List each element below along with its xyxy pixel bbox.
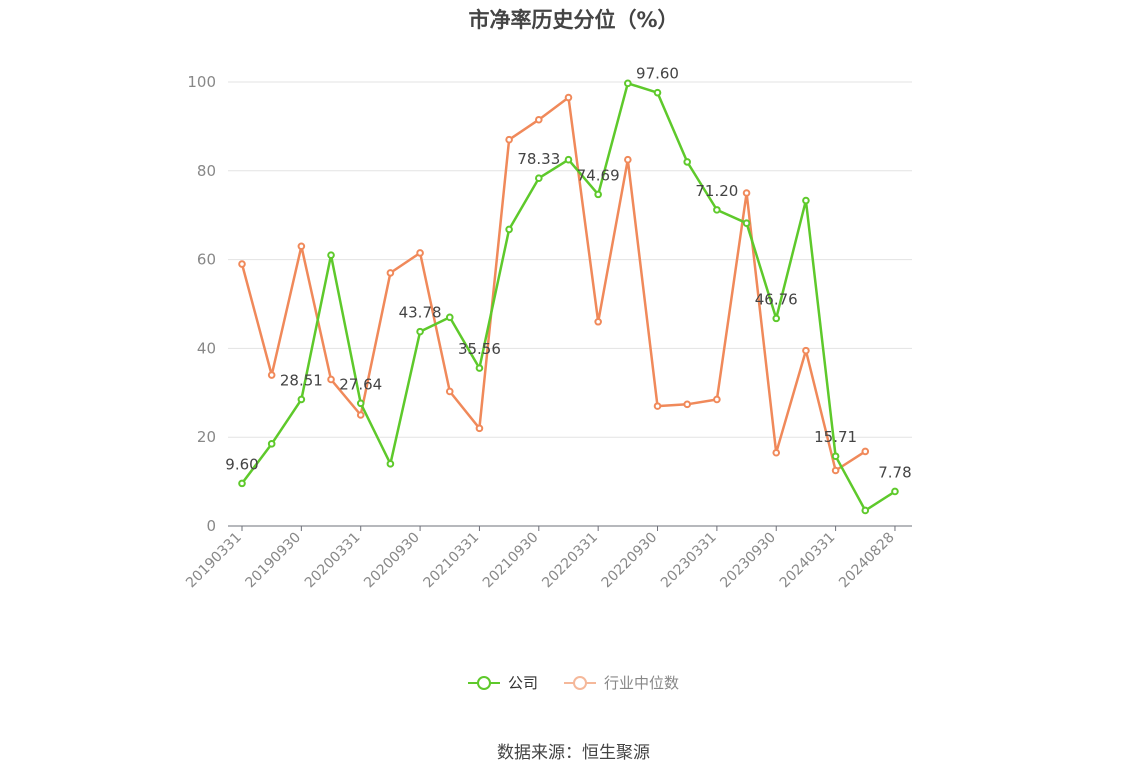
- source-note: 数据来源：恒生聚源: [497, 743, 650, 763]
- data-point-industry-median: [297, 242, 306, 251]
- data-point-industry-median: [238, 260, 246, 268]
- data-point-industry-median: [831, 466, 840, 475]
- legend-swatch-company: [467, 675, 500, 691]
- data-point-company: [802, 196, 810, 205]
- legend-item-company[interactable]: 公司: [467, 672, 538, 693]
- data-point-industry-median: [505, 135, 513, 144]
- y-tick-label: 40: [197, 339, 216, 357]
- data-point-industry-median: [445, 387, 454, 396]
- x-tick-label: 20240828: [836, 530, 898, 592]
- data-point-company: [861, 506, 870, 515]
- data-point-industry-median: [386, 269, 395, 277]
- data-label-company: 7.78: [878, 463, 911, 481]
- y-tick-label: 20: [197, 428, 216, 446]
- data-point-industry-median: [327, 375, 335, 384]
- x-tick-label: 20200331: [302, 530, 364, 592]
- data-point-company: [772, 314, 781, 323]
- legend-label-industry-median: 行业中位数: [604, 674, 680, 692]
- data-label-company: 71.20: [695, 182, 738, 200]
- data-point-industry-median: [594, 317, 602, 326]
- data-point-industry-median: [267, 371, 276, 379]
- y-tick-label: 60: [197, 251, 216, 269]
- data-point-company: [505, 225, 513, 234]
- data-point-company: [267, 440, 276, 448]
- x-tick-label: 20190930: [242, 530, 304, 592]
- data-point-company: [238, 479, 246, 488]
- legend-label-company: 公司: [507, 674, 538, 692]
- data-point-industry-median: [683, 400, 692, 409]
- data-label-company: 15.71: [814, 428, 857, 446]
- data-point-company: [831, 452, 840, 461]
- x-tick-label: 20210331: [421, 530, 483, 592]
- y-tick-label: 80: [197, 162, 216, 180]
- data-point-industry-median: [564, 93, 573, 102]
- data-point-industry-median: [653, 402, 662, 410]
- data-point-company: [356, 399, 365, 408]
- data-label-company: 27.64: [339, 375, 382, 393]
- data-label-company: 46.76: [755, 290, 798, 308]
- data-point-company: [297, 395, 306, 404]
- data-label-company: 9.60: [225, 455, 258, 473]
- data-label-company: 43.78: [399, 304, 442, 322]
- data-point-industry-median: [475, 424, 484, 433]
- data-point-company: [327, 251, 335, 259]
- legend-swatch-industry-median: [564, 675, 596, 691]
- chart-title: 市净率历史分位（%）: [468, 8, 679, 32]
- data-label-company: 74.69: [577, 166, 620, 184]
- data-point-industry-median: [624, 155, 632, 164]
- series-points: [238, 79, 899, 515]
- data-labels: 9.60 28.51 27.64 43.78 35.56 78.33 74.69 97.60 7…: [225, 65, 911, 482]
- x-tick-label: 20240331: [777, 530, 839, 592]
- x-tick-label: 20200930: [361, 530, 423, 592]
- data-point-company: [416, 327, 424, 336]
- legend: 公司 行业中位数: [0, 672, 1147, 693]
- y-tick-label: 100: [187, 73, 216, 91]
- data-label-company: 97.60: [636, 65, 679, 83]
- data-point-company: [475, 364, 484, 372]
- data-point-industry-median: [416, 249, 424, 257]
- data-point-company: [683, 158, 692, 166]
- grid-lines: [228, 81, 912, 438]
- data-point-company: [564, 155, 573, 164]
- data-point-industry-median: [742, 189, 751, 197]
- legend-item-industry-median[interactable]: 行业中位数: [564, 672, 679, 693]
- data-point-company: [445, 313, 454, 322]
- data-label-company: 28.51: [280, 371, 323, 389]
- x-tick-label: 20230331: [658, 530, 720, 592]
- data-point-company: [535, 174, 543, 183]
- y-tick-label: 0: [206, 517, 216, 535]
- data-point-company: [594, 190, 602, 199]
- x-tick-label: 20190331: [183, 530, 245, 592]
- data-point-company: [891, 487, 899, 496]
- series-line-industry-median: [240, 96, 866, 472]
- x-tick-label: 20230930: [717, 530, 779, 592]
- data-point-industry-median: [802, 346, 810, 355]
- x-tick-label: 20220331: [539, 530, 601, 592]
- data-point-company: [386, 460, 395, 468]
- data-label-company: 35.56: [458, 340, 501, 358]
- data-point-company: [713, 206, 721, 214]
- x-tick-label: 20220930: [599, 530, 661, 592]
- data-point-company: [653, 88, 662, 97]
- data-point-industry-median: [713, 395, 721, 404]
- data-point-industry-median: [861, 447, 870, 456]
- data-point-industry-median: [535, 115, 543, 124]
- data-label-company: 78.33: [517, 150, 560, 168]
- data-point-company: [624, 79, 632, 88]
- data-point-industry-median: [356, 411, 365, 419]
- data-point-company: [742, 219, 751, 227]
- x-tick-label: 20210930: [480, 530, 542, 592]
- data-point-industry-median: [772, 448, 781, 457]
